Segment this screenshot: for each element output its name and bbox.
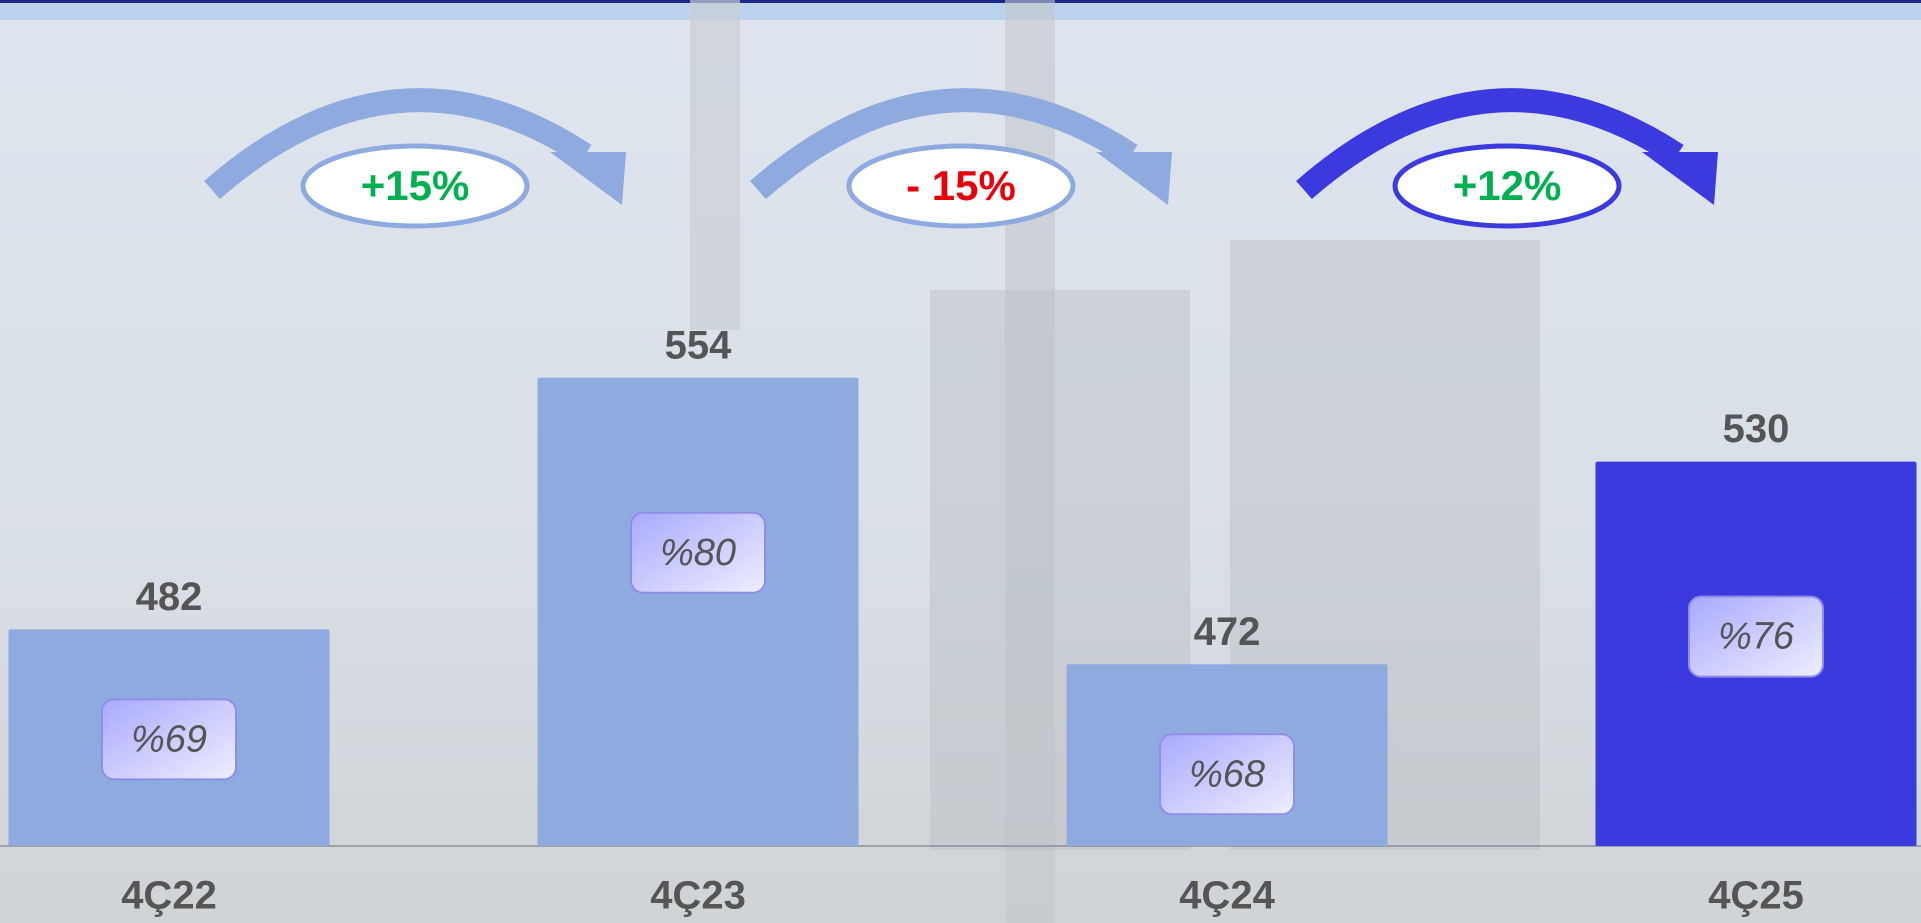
x-tick-label: 4Ç25 [1708, 874, 1804, 918]
value-label: 482 [136, 575, 203, 619]
value-label: 472 [1194, 610, 1261, 654]
badge-label: %80 [660, 532, 736, 574]
badge [101, 698, 237, 781]
badge-label: %68 [1189, 753, 1265, 795]
value-label: 530 [1723, 407, 1790, 451]
change-badge [1392, 143, 1622, 229]
badge-label: %69 [131, 718, 207, 760]
chimney [690, 0, 740, 330]
change-badge [300, 143, 530, 229]
arrow-head [550, 152, 626, 205]
badge-label: %76 [1718, 616, 1795, 658]
value-label: 554 [665, 323, 732, 367]
change-arrow [1296, 88, 1684, 200]
change-badge [846, 143, 1076, 229]
arrow-head [1096, 152, 1172, 205]
x-tick-label: 4Ç23 [650, 874, 746, 918]
change-arrow [204, 88, 592, 200]
change-label: - 15% [906, 162, 1016, 209]
badge [1159, 733, 1295, 816]
change-label: +12% [1453, 162, 1562, 209]
change-arrow [750, 88, 1138, 200]
bar [537, 377, 859, 846]
x-tick-label: 4Ç24 [1179, 874, 1275, 918]
badge [1688, 595, 1824, 678]
change-label: +15% [361, 162, 470, 209]
top-line [0, 0, 1921, 3]
x-tick-label: 4Ç22 [121, 874, 217, 918]
badge [630, 511, 766, 594]
arrow-head [1642, 152, 1718, 205]
top-band [0, 0, 1921, 20]
